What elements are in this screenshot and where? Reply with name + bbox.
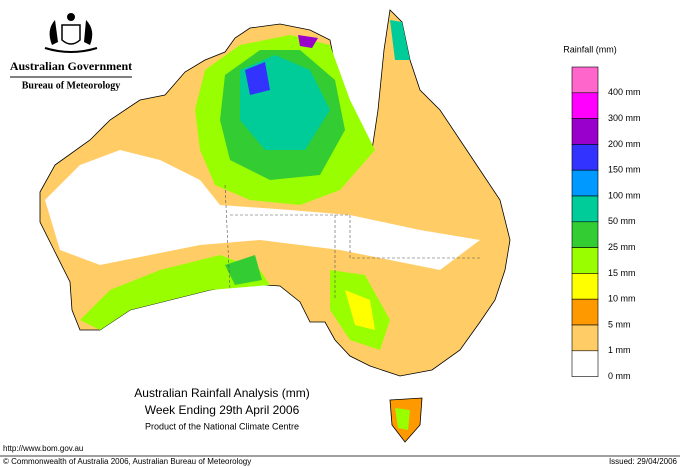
star (67, 13, 75, 21)
tasmania-rain (395, 408, 410, 430)
legend-swatch (571, 195, 599, 223)
crest (44, 13, 98, 53)
wattle (44, 47, 98, 53)
agency-name: Australian Government (10, 59, 132, 73)
legend-swatch (571, 118, 599, 145)
legend-label: 200 mm (608, 139, 641, 149)
legend-label: 25 mm (608, 242, 636, 252)
legend-label: 300 mm (608, 113, 641, 123)
footer-copyright: © Commonwealth of Australia 2006, Austra… (3, 457, 251, 466)
legend: 400 mm 300 mm 200 mm 150 mm 100 mm 50 mm 25 mm… (571, 66, 641, 381)
legend-swatch (571, 247, 599, 274)
legend-swatch (571, 144, 599, 171)
kangaroo (49, 20, 58, 45)
north-rain-max (298, 35, 318, 48)
legend-swatch (571, 92, 599, 119)
southwest-rain-core (225, 255, 262, 285)
legend-swatch (571, 66, 599, 94)
legend-title: Rainfall (mm) (563, 44, 617, 54)
state-borders (224, 184, 480, 300)
dry-area (45, 150, 480, 270)
legend-label: 100 mm (608, 190, 641, 200)
legend-swatch (571, 169, 599, 197)
footer-url: http://www.bom.gov.au (3, 444, 83, 453)
legend-label: 150 mm (608, 165, 641, 175)
southwest-rain (80, 255, 270, 330)
legend-swatch (571, 324, 599, 352)
legend-label: 10 mm (608, 294, 636, 304)
legend-label: 15 mm (608, 268, 636, 278)
cape-york-rain (390, 20, 410, 60)
map-title: Australian Rainfall Analysis (mm) (134, 386, 309, 400)
australia-map (39, 9, 511, 443)
legend-swatch (571, 350, 599, 377)
legend-label: 5 mm (608, 319, 631, 329)
legend-swatch (571, 221, 599, 248)
footer-issued: Issued: 29/04/2006 (609, 457, 678, 466)
legend-label: 400 mm (608, 87, 641, 97)
shield (61, 24, 81, 45)
map-credit: Product of the National Climate Centre (145, 421, 299, 431)
north-rain-peak (245, 62, 270, 95)
sa-rain-core (345, 290, 375, 330)
bureau-name: Bureau of Meteorology (22, 80, 121, 91)
legend-label: 0 mm (608, 371, 631, 381)
legend-swatch (571, 273, 599, 300)
map-subtitle: Week Ending 29th April 2006 (145, 403, 300, 417)
legend-swatch (571, 298, 599, 326)
emu (84, 20, 93, 45)
legend-label: 1 mm (608, 345, 631, 355)
legend-label: 50 mm (608, 216, 636, 226)
